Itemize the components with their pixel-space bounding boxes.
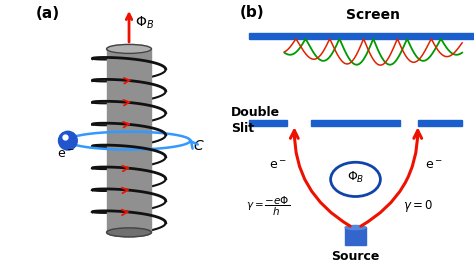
Text: Source: Source: [331, 250, 380, 263]
Circle shape: [58, 131, 77, 150]
Text: Double
Slit: Double Slit: [231, 106, 280, 135]
Circle shape: [331, 162, 380, 197]
Text: $\gamma = \dfrac{-e\Phi}{h}$: $\gamma = \dfrac{-e\Phi}{h}$: [246, 194, 290, 218]
Text: $\mathrm{e}^-$: $\mathrm{e}^-$: [269, 159, 287, 172]
Text: $\mathrm{e}^-$: $\mathrm{e}^-$: [425, 159, 443, 172]
Bar: [249, 33, 474, 39]
Bar: [107, 49, 152, 232]
Text: (b): (b): [240, 5, 264, 20]
Text: $\Phi_B$: $\Phi_B$: [135, 14, 155, 31]
Ellipse shape: [345, 226, 366, 229]
Text: (a): (a): [35, 6, 59, 21]
Text: $\Phi_B$: $\Phi_B$: [347, 170, 364, 185]
Text: $\gamma = 0$: $\gamma = 0$: [403, 198, 433, 214]
Text: $\mathrm{e}^-$: $\mathrm{e}^-$: [57, 148, 75, 161]
Bar: [418, 120, 462, 126]
Text: $C$: $C$: [193, 139, 205, 153]
Ellipse shape: [107, 45, 152, 54]
Text: Screen: Screen: [346, 8, 400, 22]
Bar: [311, 120, 400, 126]
Bar: [249, 120, 287, 126]
Ellipse shape: [107, 228, 152, 237]
Bar: [345, 227, 366, 245]
